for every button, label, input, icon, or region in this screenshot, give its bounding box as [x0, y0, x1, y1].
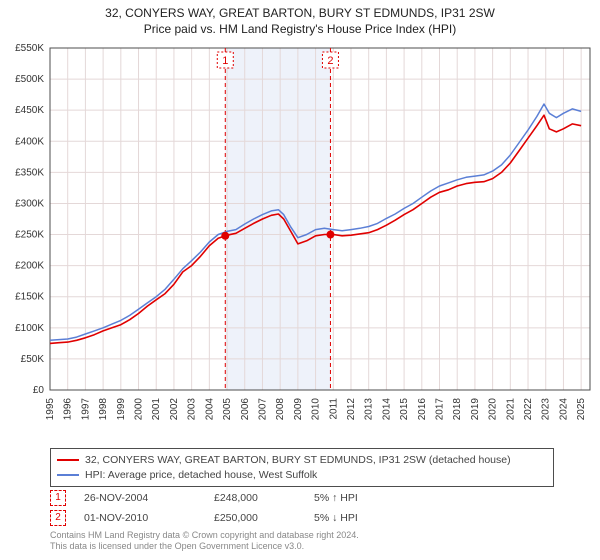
event-price: £248,000	[214, 492, 314, 504]
event-row: 1 26-NOV-2004 £248,000 5% ↑ HPI	[50, 488, 554, 508]
svg-text:2004: 2004	[204, 398, 215, 421]
svg-text:2024: 2024	[558, 398, 569, 421]
sale-events: 1 26-NOV-2004 £248,000 5% ↑ HPI 2 01-NOV…	[50, 488, 554, 528]
svg-text:2008: 2008	[275, 398, 286, 421]
event-hpi: 5% ↓ HPI	[314, 512, 404, 524]
svg-text:2022: 2022	[523, 398, 534, 421]
svg-text:1999: 1999	[116, 398, 127, 421]
svg-text:£0: £0	[33, 385, 45, 396]
svg-text:1997: 1997	[80, 398, 91, 421]
svg-text:£500K: £500K	[15, 74, 44, 85]
event-marker-icon: 2	[50, 510, 66, 526]
svg-text:2005: 2005	[222, 398, 233, 421]
svg-text:1998: 1998	[98, 398, 109, 421]
svg-text:2025: 2025	[576, 398, 587, 421]
event-price: £250,000	[214, 512, 314, 524]
legend-label: 32, CONYERS WAY, GREAT BARTON, BURY ST E…	[85, 453, 511, 468]
svg-text:2002: 2002	[169, 398, 180, 421]
svg-text:£150K: £150K	[15, 292, 44, 303]
svg-text:2014: 2014	[381, 398, 392, 421]
svg-text:2012: 2012	[346, 398, 357, 421]
svg-text:2001: 2001	[151, 398, 162, 421]
svg-text:£200K: £200K	[15, 261, 44, 272]
svg-text:2011: 2011	[328, 398, 339, 420]
svg-text:2019: 2019	[470, 398, 481, 421]
event-row: 2 01-NOV-2010 £250,000 5% ↓ HPI	[50, 508, 554, 528]
svg-text:£300K: £300K	[15, 198, 44, 209]
svg-text:2009: 2009	[293, 398, 304, 421]
title-line1: 32, CONYERS WAY, GREAT BARTON, BURY ST E…	[0, 6, 600, 20]
footer-line1: Contains HM Land Registry data © Crown c…	[50, 530, 359, 541]
svg-text:£100K: £100K	[15, 323, 44, 334]
svg-text:2020: 2020	[488, 398, 499, 421]
svg-text:2003: 2003	[187, 398, 198, 421]
legend-swatch	[57, 459, 79, 461]
svg-text:1: 1	[222, 55, 228, 67]
attribution-footer: Contains HM Land Registry data © Crown c…	[50, 530, 359, 553]
legend-item: HPI: Average price, detached house, West…	[57, 468, 547, 483]
svg-text:2006: 2006	[240, 398, 251, 421]
svg-text:£550K: £550K	[15, 43, 44, 54]
svg-text:2021: 2021	[505, 398, 516, 421]
svg-text:2015: 2015	[399, 398, 410, 421]
event-date: 01-NOV-2010	[84, 512, 214, 524]
legend-swatch	[57, 474, 79, 476]
svg-text:£450K: £450K	[15, 105, 44, 116]
event-hpi: 5% ↑ HPI	[314, 492, 404, 504]
event-marker-icon: 1	[50, 490, 66, 506]
svg-text:1996: 1996	[63, 398, 74, 421]
chart-titles: 32, CONYERS WAY, GREAT BARTON, BURY ST E…	[0, 0, 600, 36]
svg-text:1995: 1995	[45, 398, 56, 421]
svg-text:2018: 2018	[452, 398, 463, 421]
line-chart: £0 £50K £100K £150K £200K £250K £300K £350K £400…	[0, 40, 600, 440]
svg-text:2016: 2016	[417, 398, 428, 421]
svg-text:2023: 2023	[541, 398, 552, 421]
svg-text:£400K: £400K	[15, 136, 44, 147]
svg-text:£250K: £250K	[15, 230, 44, 241]
svg-text:2000: 2000	[134, 398, 145, 421]
footer-line2: This data is licensed under the Open Gov…	[50, 541, 359, 552]
legend-label: HPI: Average price, detached house, West…	[85, 468, 317, 483]
legend-item: 32, CONYERS WAY, GREAT BARTON, BURY ST E…	[57, 453, 547, 468]
svg-text:2010: 2010	[311, 398, 322, 421]
svg-text:£350K: £350K	[15, 167, 44, 178]
svg-text:2007: 2007	[257, 398, 268, 421]
svg-text:2013: 2013	[364, 398, 375, 421]
legend: 32, CONYERS WAY, GREAT BARTON, BURY ST E…	[50, 448, 554, 487]
svg-text:2017: 2017	[435, 398, 446, 421]
event-date: 26-NOV-2004	[84, 492, 214, 504]
svg-text:£50K: £50K	[21, 354, 45, 365]
svg-text:2: 2	[327, 55, 333, 67]
title-line2: Price paid vs. HM Land Registry's House …	[0, 22, 600, 36]
